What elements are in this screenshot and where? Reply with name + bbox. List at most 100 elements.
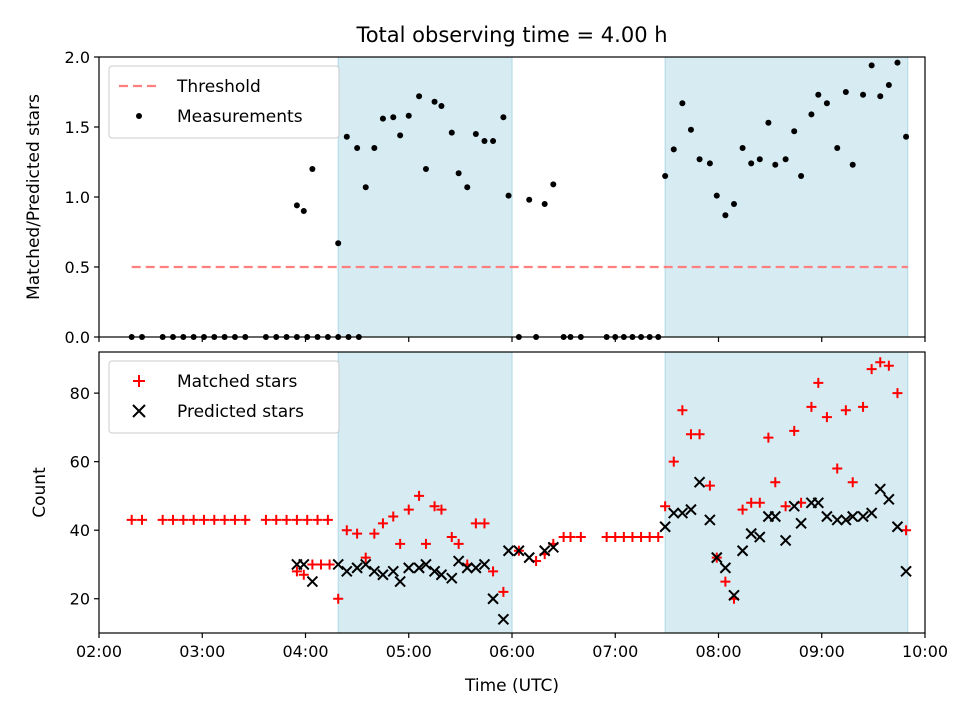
measurement-point (481, 138, 488, 144)
predicted-star-point (341, 565, 353, 578)
measurement-point (300, 208, 307, 214)
measurement-point (808, 111, 815, 118)
predicted-star-point (745, 527, 757, 540)
legend: Threshold Measurements (108, 65, 340, 139)
predicted-star-point (413, 562, 425, 574)
legend: Matched stars Predicted stars (108, 360, 340, 434)
bottom-axes: 02:00 03:00 04:00 05:00 06:00 07:00 08:00 09:00… (30, 351, 948, 661)
measurement-point (397, 132, 404, 139)
matched-star-point (840, 405, 851, 416)
x-tick-label: 02:00 (76, 642, 122, 661)
matched-star-point (883, 360, 894, 371)
matched-star-point (565, 532, 576, 543)
measurement-point (706, 160, 713, 167)
matched-star-point (866, 364, 877, 375)
measurement-point (416, 93, 423, 100)
predicted-star-point (883, 493, 895, 506)
predicted-star-point (821, 510, 833, 523)
y-axis-label: Matched/Predicted stars (24, 94, 44, 300)
matched-star-point (470, 518, 481, 529)
matched-star-point (668, 456, 679, 467)
measurement-point (885, 82, 892, 88)
matched-star-point (453, 538, 464, 549)
matched-star-point (685, 429, 696, 440)
matched-star-point (178, 514, 189, 525)
predicted-star-point (502, 545, 515, 557)
matched-star-point (302, 514, 313, 525)
predicted-star-point (461, 562, 473, 574)
legend-label: Threshold (176, 77, 261, 97)
measurement-point (505, 192, 512, 199)
matched-star-point (341, 525, 352, 536)
matched-star-point (137, 514, 148, 525)
matched-star-point (209, 514, 220, 525)
measurement-point (422, 166, 429, 172)
predicted-star-point (812, 497, 825, 509)
matched-star-point (446, 532, 457, 543)
measurement-point (903, 133, 910, 140)
measurement-point (823, 100, 830, 107)
matched-star-point (660, 501, 671, 512)
predicted-star-point (470, 562, 482, 574)
measurement-point (687, 126, 694, 133)
matched-star-point (291, 566, 302, 577)
matched-star-point (746, 497, 757, 508)
x-tick-label: 09:00 (799, 642, 845, 661)
predicted-star-point (487, 593, 499, 605)
measurement-point (894, 59, 901, 66)
measurement-point (448, 129, 455, 136)
measurement-point (765, 119, 772, 126)
x-tick-label: 05:00 (386, 642, 432, 661)
matched-star-point (429, 501, 440, 512)
x-axis-label: Time (UTC) (464, 676, 559, 696)
measurement-point (464, 184, 471, 191)
measurement-point (354, 145, 361, 151)
matched-star-point (240, 514, 251, 525)
matched-star-point (737, 504, 748, 515)
measurement-point (748, 160, 755, 167)
measurement-point (868, 62, 875, 69)
matched-star-point (167, 514, 178, 525)
matched-star-point (414, 490, 425, 501)
measurement-point (526, 196, 533, 203)
measurement-point (842, 89, 849, 95)
predicted-star-point (351, 562, 363, 574)
y-tick-label: 80 (70, 384, 90, 403)
matched-star-point (498, 586, 509, 597)
predicted-star-point (693, 476, 706, 488)
matched-star-point (388, 511, 399, 522)
measurement-point (730, 201, 737, 207)
matched-star-point (219, 514, 230, 525)
measurement-point (791, 128, 798, 135)
predicted-star-point (891, 521, 904, 533)
matched-star-point (694, 429, 705, 440)
matched-star-point (575, 532, 586, 543)
matched-star-point (488, 566, 499, 577)
shaded-interval (337, 351, 513, 634)
predicted-star-point (513, 545, 525, 557)
predicted-star-point (704, 514, 716, 526)
legend-label: Measurements (177, 107, 303, 127)
matched-star-point (636, 532, 647, 543)
matched-star-point (644, 532, 655, 543)
predicted-star-point (332, 558, 344, 571)
predicted-star-point (360, 558, 372, 571)
predicted-star-point (387, 565, 399, 578)
y-tick-label: 60 (70, 453, 90, 472)
matched-star-point (847, 477, 858, 488)
measurement-point (739, 145, 746, 151)
x-tick-label: 07:00 (592, 642, 638, 661)
matched-star-point (298, 569, 309, 580)
top-axes: 0.0 0.5 1.0 1.5 2.0 Matched/Predicted stars Th… (24, 48, 926, 347)
matched-star-point (333, 593, 344, 604)
predicted-star-point (831, 514, 843, 526)
chart-title: Total observing time = 4.00 h (355, 23, 667, 47)
measurement-point (713, 192, 720, 199)
predicted-star-point (428, 565, 441, 578)
measurement-point (722, 212, 729, 219)
y-axis-label: Count (30, 467, 50, 518)
measurement-point (438, 103, 445, 109)
matched-star-point (307, 559, 318, 570)
y-tick-label: 2.0 (65, 48, 90, 67)
